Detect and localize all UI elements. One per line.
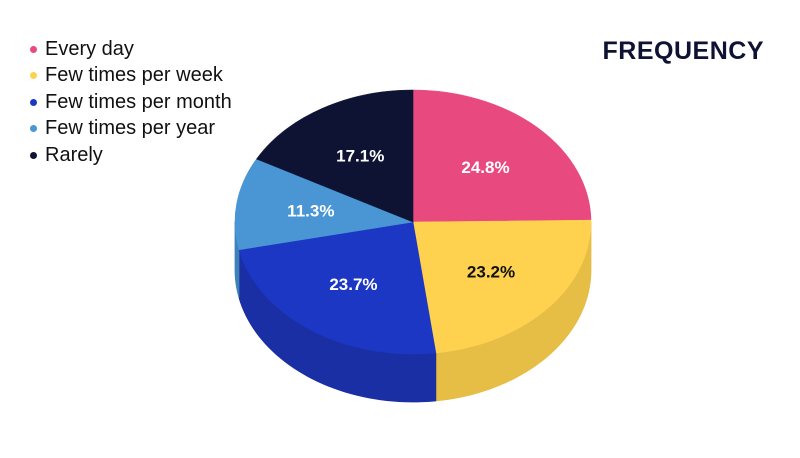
pie-slice-few-times-per-week (412, 219, 592, 354)
legend-item-rarely: Rarely (30, 142, 232, 169)
legend-item-every-day: Every day (30, 36, 232, 63)
pie-value-label-few-times-per-year: 11.3% (287, 202, 334, 221)
legend-item-few-times-per-week: Few times per week (30, 63, 232, 90)
pie-slice-few-times-per-year (234, 158, 415, 251)
legend-item-few-times-per-month: Few times per month (30, 89, 232, 116)
legend-dot-rarely (30, 151, 37, 159)
legend-dot-few-times-per-week (30, 72, 37, 80)
legend: Every day Few times per week Few times p… (30, 36, 232, 169)
pie-labels: 24.8% 23.2% 23.7% 11.3% 17.1% (287, 147, 515, 294)
pie-slice-few-times-per-month (238, 221, 437, 355)
pie-value-label-few-times-per-month: 23.7% (329, 275, 377, 294)
pie-slice-rarely (256, 89, 414, 223)
pie-slice-every-day (412, 89, 592, 223)
legend-label-few-times-per-week: Few times per week (45, 64, 223, 87)
legend-dot-few-times-per-year (30, 125, 37, 133)
legend-label-rarely: Rarely (45, 143, 103, 166)
pie-value-label-rarely: 17.1% (336, 147, 384, 166)
legend-label-few-times-per-month: Few times per month (45, 90, 232, 113)
legend-label-few-times-per-year: Few times per year (45, 117, 216, 140)
pie-tops (234, 89, 592, 355)
legend-item-few-times-per-year: Few times per year (30, 116, 232, 143)
pie-value-label-every-day: 24.8% (461, 158, 509, 177)
pie-value-label-few-times-per-week: 23.2% (467, 263, 515, 282)
legend-label-every-day: Every day (45, 37, 134, 60)
legend-dot-every-day (30, 45, 37, 53)
chart-title: FREQUENCY (602, 37, 764, 65)
legend-dot-few-times-per-month (30, 98, 37, 106)
